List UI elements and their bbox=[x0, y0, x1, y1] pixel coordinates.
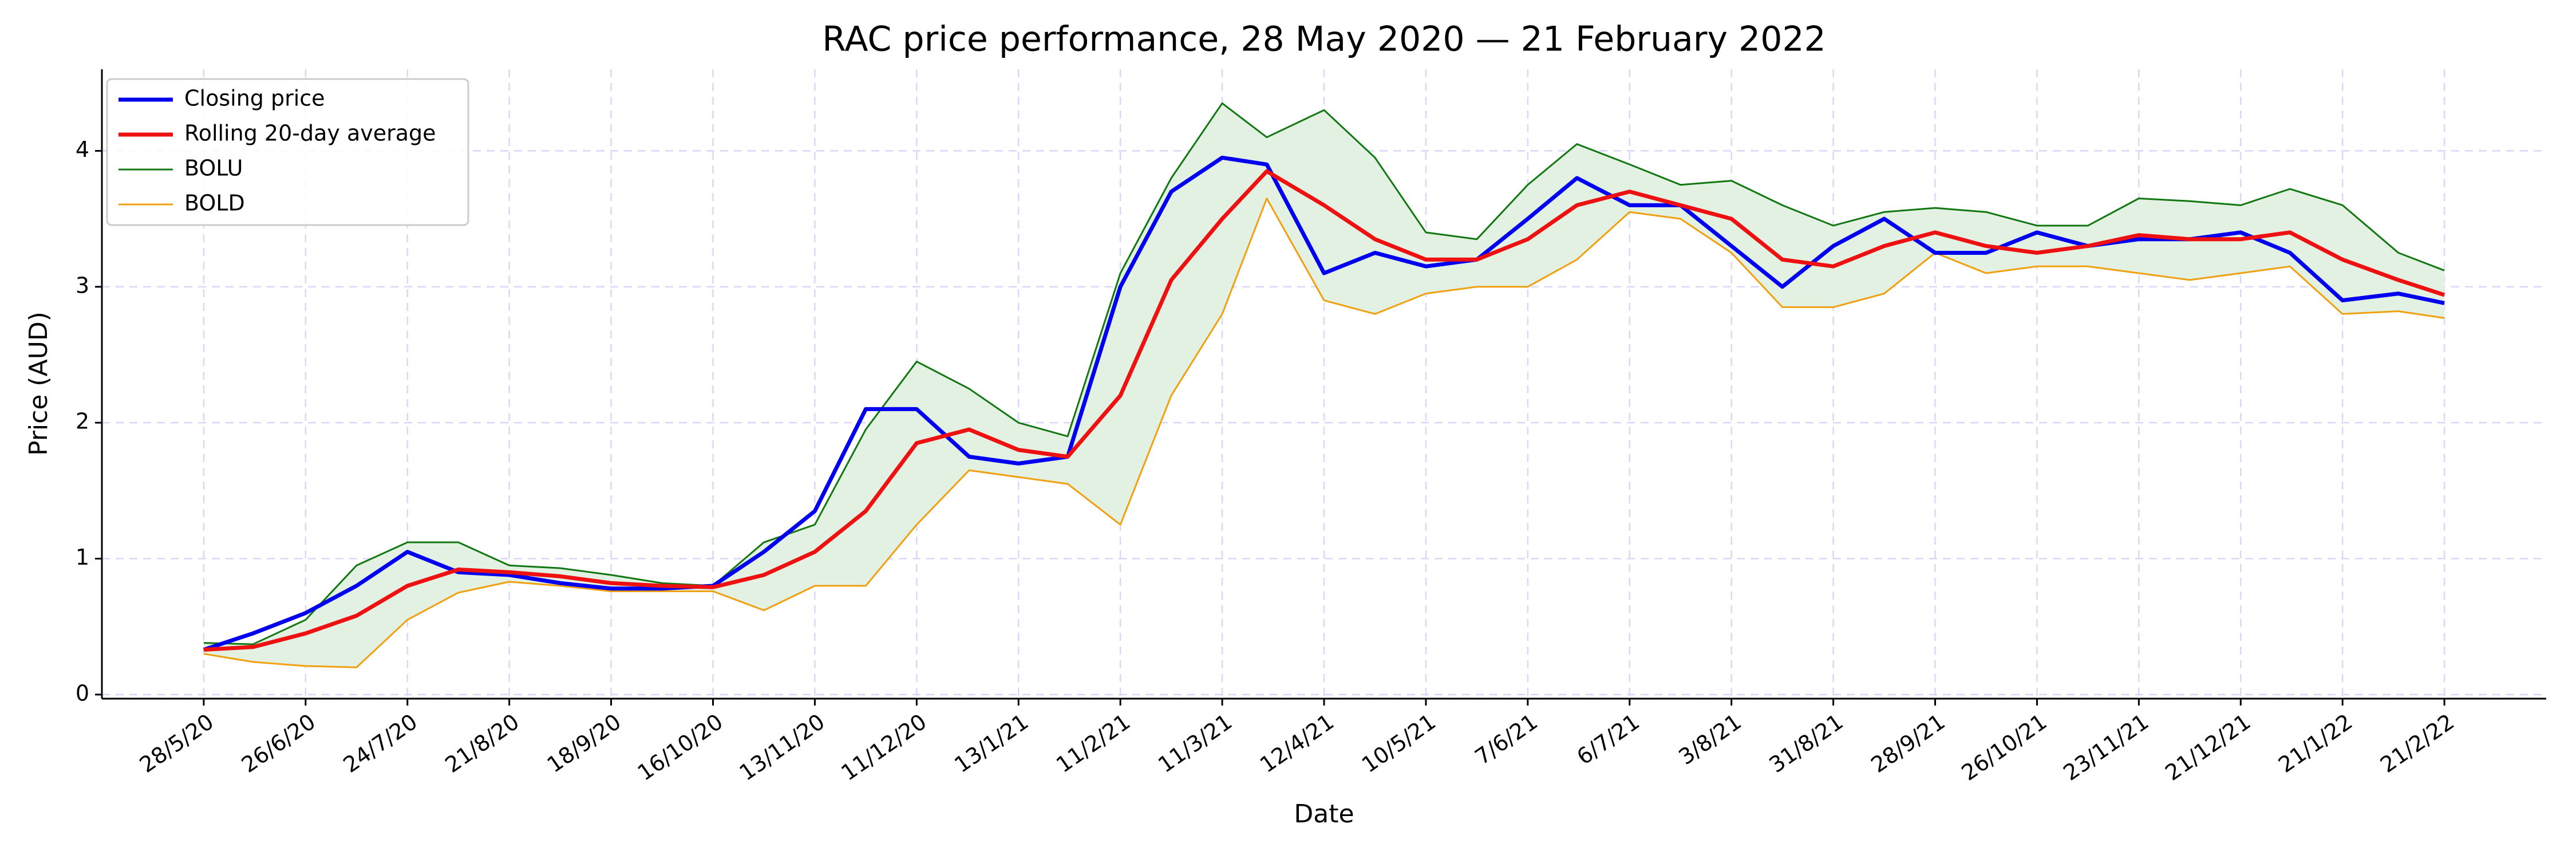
y-tick-label: 0 bbox=[76, 680, 89, 706]
x-tick-label: 11/12/20 bbox=[836, 709, 931, 786]
x-tick-label: 21/2/22 bbox=[2376, 709, 2459, 778]
series-line bbox=[203, 197, 2445, 668]
legend-label: Closing price bbox=[184, 86, 325, 111]
x-tick-label: 24/7/20 bbox=[339, 709, 422, 778]
y-tick-label: 2 bbox=[76, 409, 89, 434]
x-tick-label: 31/8/21 bbox=[1765, 709, 1848, 778]
x-tick-label: 12/4/21 bbox=[1255, 709, 1338, 778]
series-line bbox=[203, 102, 2445, 645]
y-tick-label: 4 bbox=[76, 137, 89, 162]
x-tick-label: 13/11/20 bbox=[735, 709, 829, 786]
legend-box bbox=[106, 78, 469, 226]
series-line bbox=[203, 155, 2445, 652]
x-tick-label: 26/10/21 bbox=[1957, 709, 2052, 786]
x-tick-label: 28/9/21 bbox=[1866, 709, 1949, 778]
x-tick-label: 11/3/21 bbox=[1153, 709, 1236, 778]
x-tick-label: 26/6/20 bbox=[237, 709, 320, 778]
x-tick-label: 7/6/21 bbox=[1471, 709, 1542, 770]
x-tick-label: 21/8/20 bbox=[441, 709, 524, 778]
x-tick-label: 16/10/20 bbox=[633, 709, 728, 786]
y-tick-label: 3 bbox=[76, 273, 89, 298]
y-axis-label: Price (AUD) bbox=[24, 312, 53, 456]
x-tick-label: 28/5/20 bbox=[135, 709, 218, 778]
x-tick-label: 11/2/21 bbox=[1052, 709, 1135, 778]
x-tick-label: 10/5/21 bbox=[1357, 709, 1440, 778]
x-tick-label: 21/12/21 bbox=[2160, 709, 2255, 786]
x-tick-label: 3/8/21 bbox=[1674, 709, 1745, 770]
x-tick-label: 13/1/21 bbox=[950, 709, 1033, 778]
series-line bbox=[203, 169, 2445, 652]
x-tick-label: 6/7/21 bbox=[1573, 709, 1644, 770]
y-tick-label: 1 bbox=[76, 545, 89, 570]
legend-label: BOLD bbox=[184, 191, 245, 216]
x-axis-label: Date bbox=[1294, 799, 1354, 829]
x-tick-label: 21/1/22 bbox=[2274, 709, 2357, 778]
legend-label: BOLU bbox=[184, 156, 243, 181]
x-tick-label: 18/9/20 bbox=[543, 709, 626, 778]
chart-title: RAC price performance, 28 May 2020 — 21 … bbox=[822, 19, 1826, 60]
x-tick-label: 23/11/21 bbox=[2059, 709, 2153, 786]
legend-label: Rolling 20-day average bbox=[184, 121, 436, 146]
